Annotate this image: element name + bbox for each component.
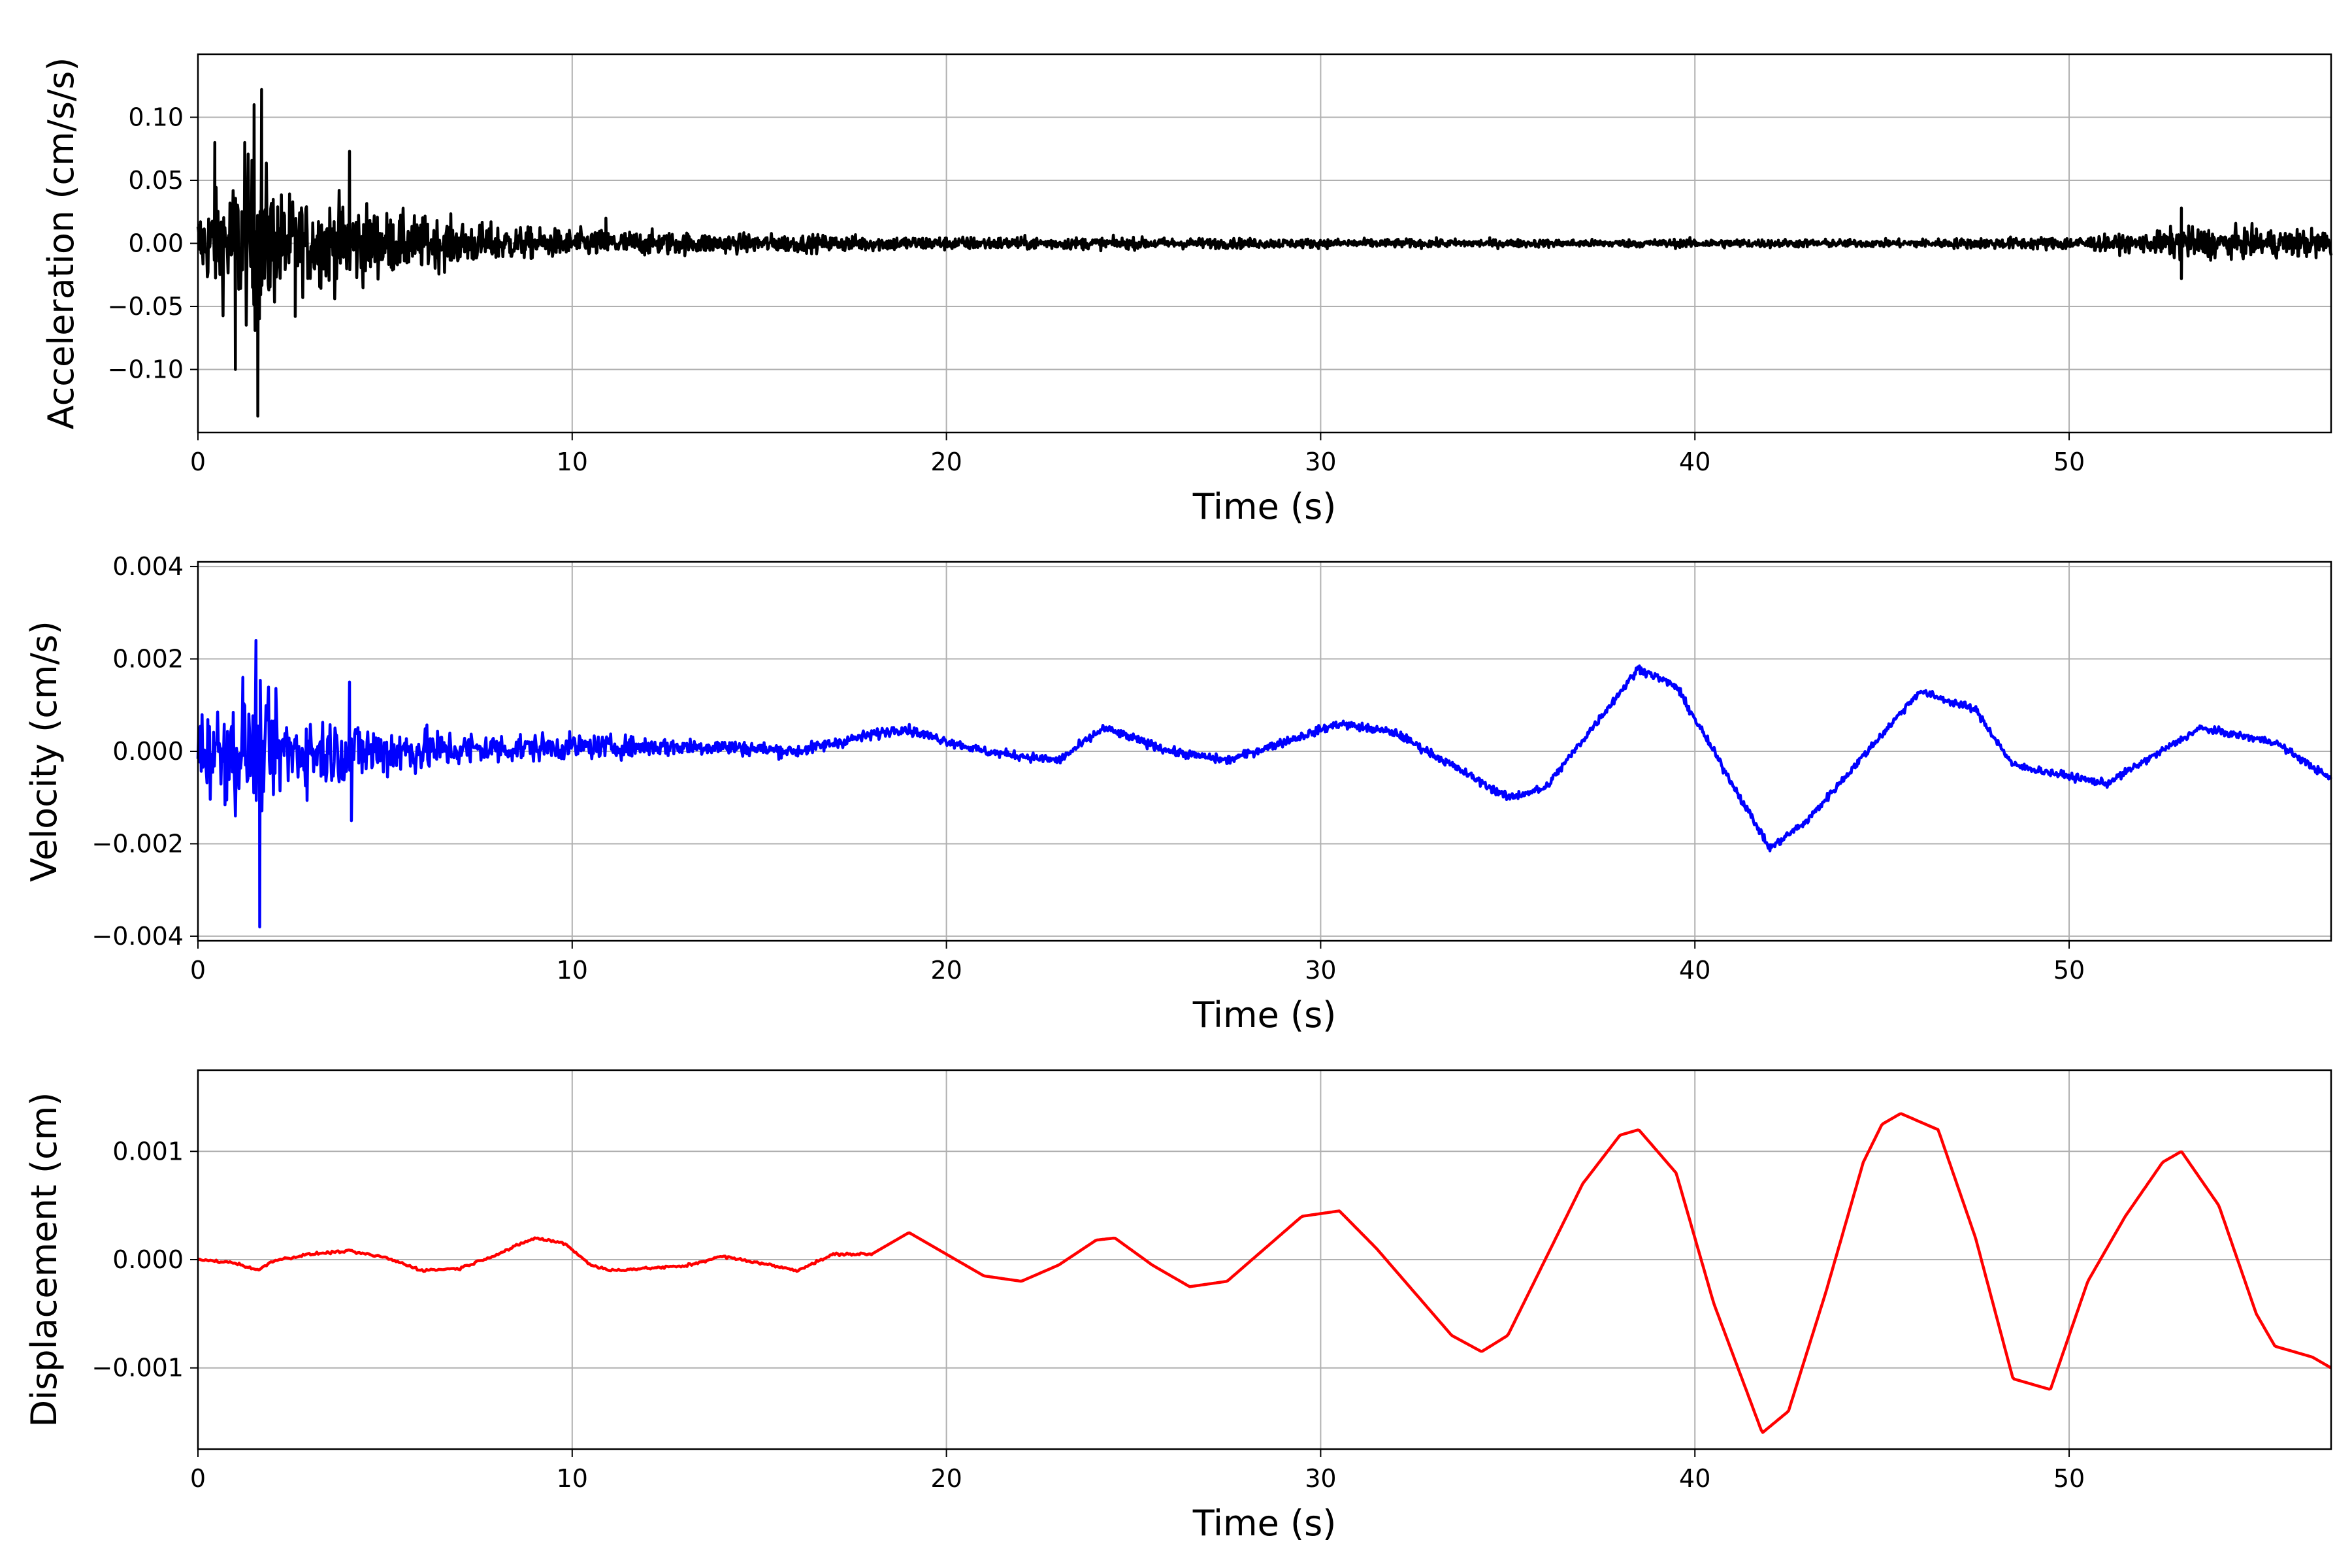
acceleration-x-tick-label-0: 0 [190,448,206,476]
acceleration-x-tick-label-2: 20 [930,448,962,476]
velocity-y-ticks: 0.004 0.002 0.000 −0.002 −0.004 [91,552,198,951]
acceleration-y-tick-label-4: −0.10 [108,355,184,384]
displacement-y-axis-label: Displacement (cm) [24,1092,65,1428]
displacement-x-axis-label: Time (s) [1192,1503,1337,1544]
velocity-panel: 0 10 20 30 40 50 0.0040.0020.000−0.002−0.004 … [24,552,2332,1036]
acceleration-x-tick-label-1: 10 [557,448,588,476]
displacement-x-tick-label-3: 30 [1305,1464,1336,1493]
displacement-y-tick-label-1: 0.000 [112,1245,184,1274]
velocity-x-tick-label-0: 0 [190,956,206,985]
velocity-x-tick-label-3: 30 [1305,956,1336,985]
acceleration-x-tick-label-5: 50 [2053,448,2085,476]
velocity-y-tick-label-1: 0.002 [112,645,184,674]
velocity-y-tick-label-3: −0.002 [91,829,184,858]
velocity-x-tick-label-5: 50 [2053,956,2085,985]
acceleration-y-axis-label: Acceleration (cm/s/s) [41,57,82,430]
displacement-grid [197,1070,2331,1449]
velocity-grid [197,562,2331,941]
acceleration-x-axis-label: Time (s) [1192,486,1337,527]
acceleration-y-tick-label-2: 0.00 [128,229,184,258]
displacement-y-ticks: 0.001 0.000 −0.001 [91,1137,198,1382]
velocity-x-tick-label-4: 40 [1679,956,1710,985]
displacement-x-tick-label-4: 40 [1679,1464,1710,1493]
velocity-series [196,638,2332,929]
acceleration-x-tick-label-4: 40 [1679,448,1710,476]
velocity-y-tick-label-2: 0.000 [112,737,184,766]
displacement-y-tick-label-2: −0.001 [91,1354,184,1382]
velocity-y-tick-label-0: 0.004 [112,552,184,581]
velocity-y-tick-label-4: −0.004 [91,922,184,951]
acceleration-series [196,88,2333,418]
acceleration-y-ticks: 0.10 0.05 0.00 −0.05 −0.10 [108,103,198,384]
displacement-x-tick-label-2: 20 [930,1464,962,1493]
acceleration-y-tick-label-1: 0.05 [128,166,184,195]
acceleration-x-ticks: 0 10 20 30 40 50 [190,433,2085,476]
velocity-x-tick-label-2: 20 [930,956,962,985]
acceleration-y-tick-label-0: 0.10 [128,103,184,132]
displacement-series [197,1112,2332,1434]
displacement-x-ticks: 0 10 20 30 40 50 [190,1449,2085,1493]
displacement-panel: 0 10 20 30 40 50 0.001 0.000 −0.001 Time (s) Di… [24,1069,2332,1544]
displacement-y-tick-label-0: 0.001 [112,1137,184,1166]
velocity-x-tick-label-1: 10 [557,956,588,985]
velocity-x-ticks: 0 10 20 30 40 50 [190,941,2085,985]
displacement-x-tick-label-0: 0 [190,1464,206,1493]
displacement-x-tick-label-1: 10 [557,1464,588,1493]
velocity-x-axis-label: Time (s) [1192,994,1337,1036]
acceleration-x-tick-label-3: 30 [1305,448,1336,476]
acceleration-panel: 0 10 20 30 40 50 0.10 0.05 0.00 −0.05 −0.10 Time … [41,53,2333,527]
velocity-y-axis-label: Velocity (cm/s) [24,621,65,882]
acceleration-y-tick-label-3: −0.05 [108,292,184,321]
displacement-x-tick-label-5: 50 [2053,1464,2085,1493]
